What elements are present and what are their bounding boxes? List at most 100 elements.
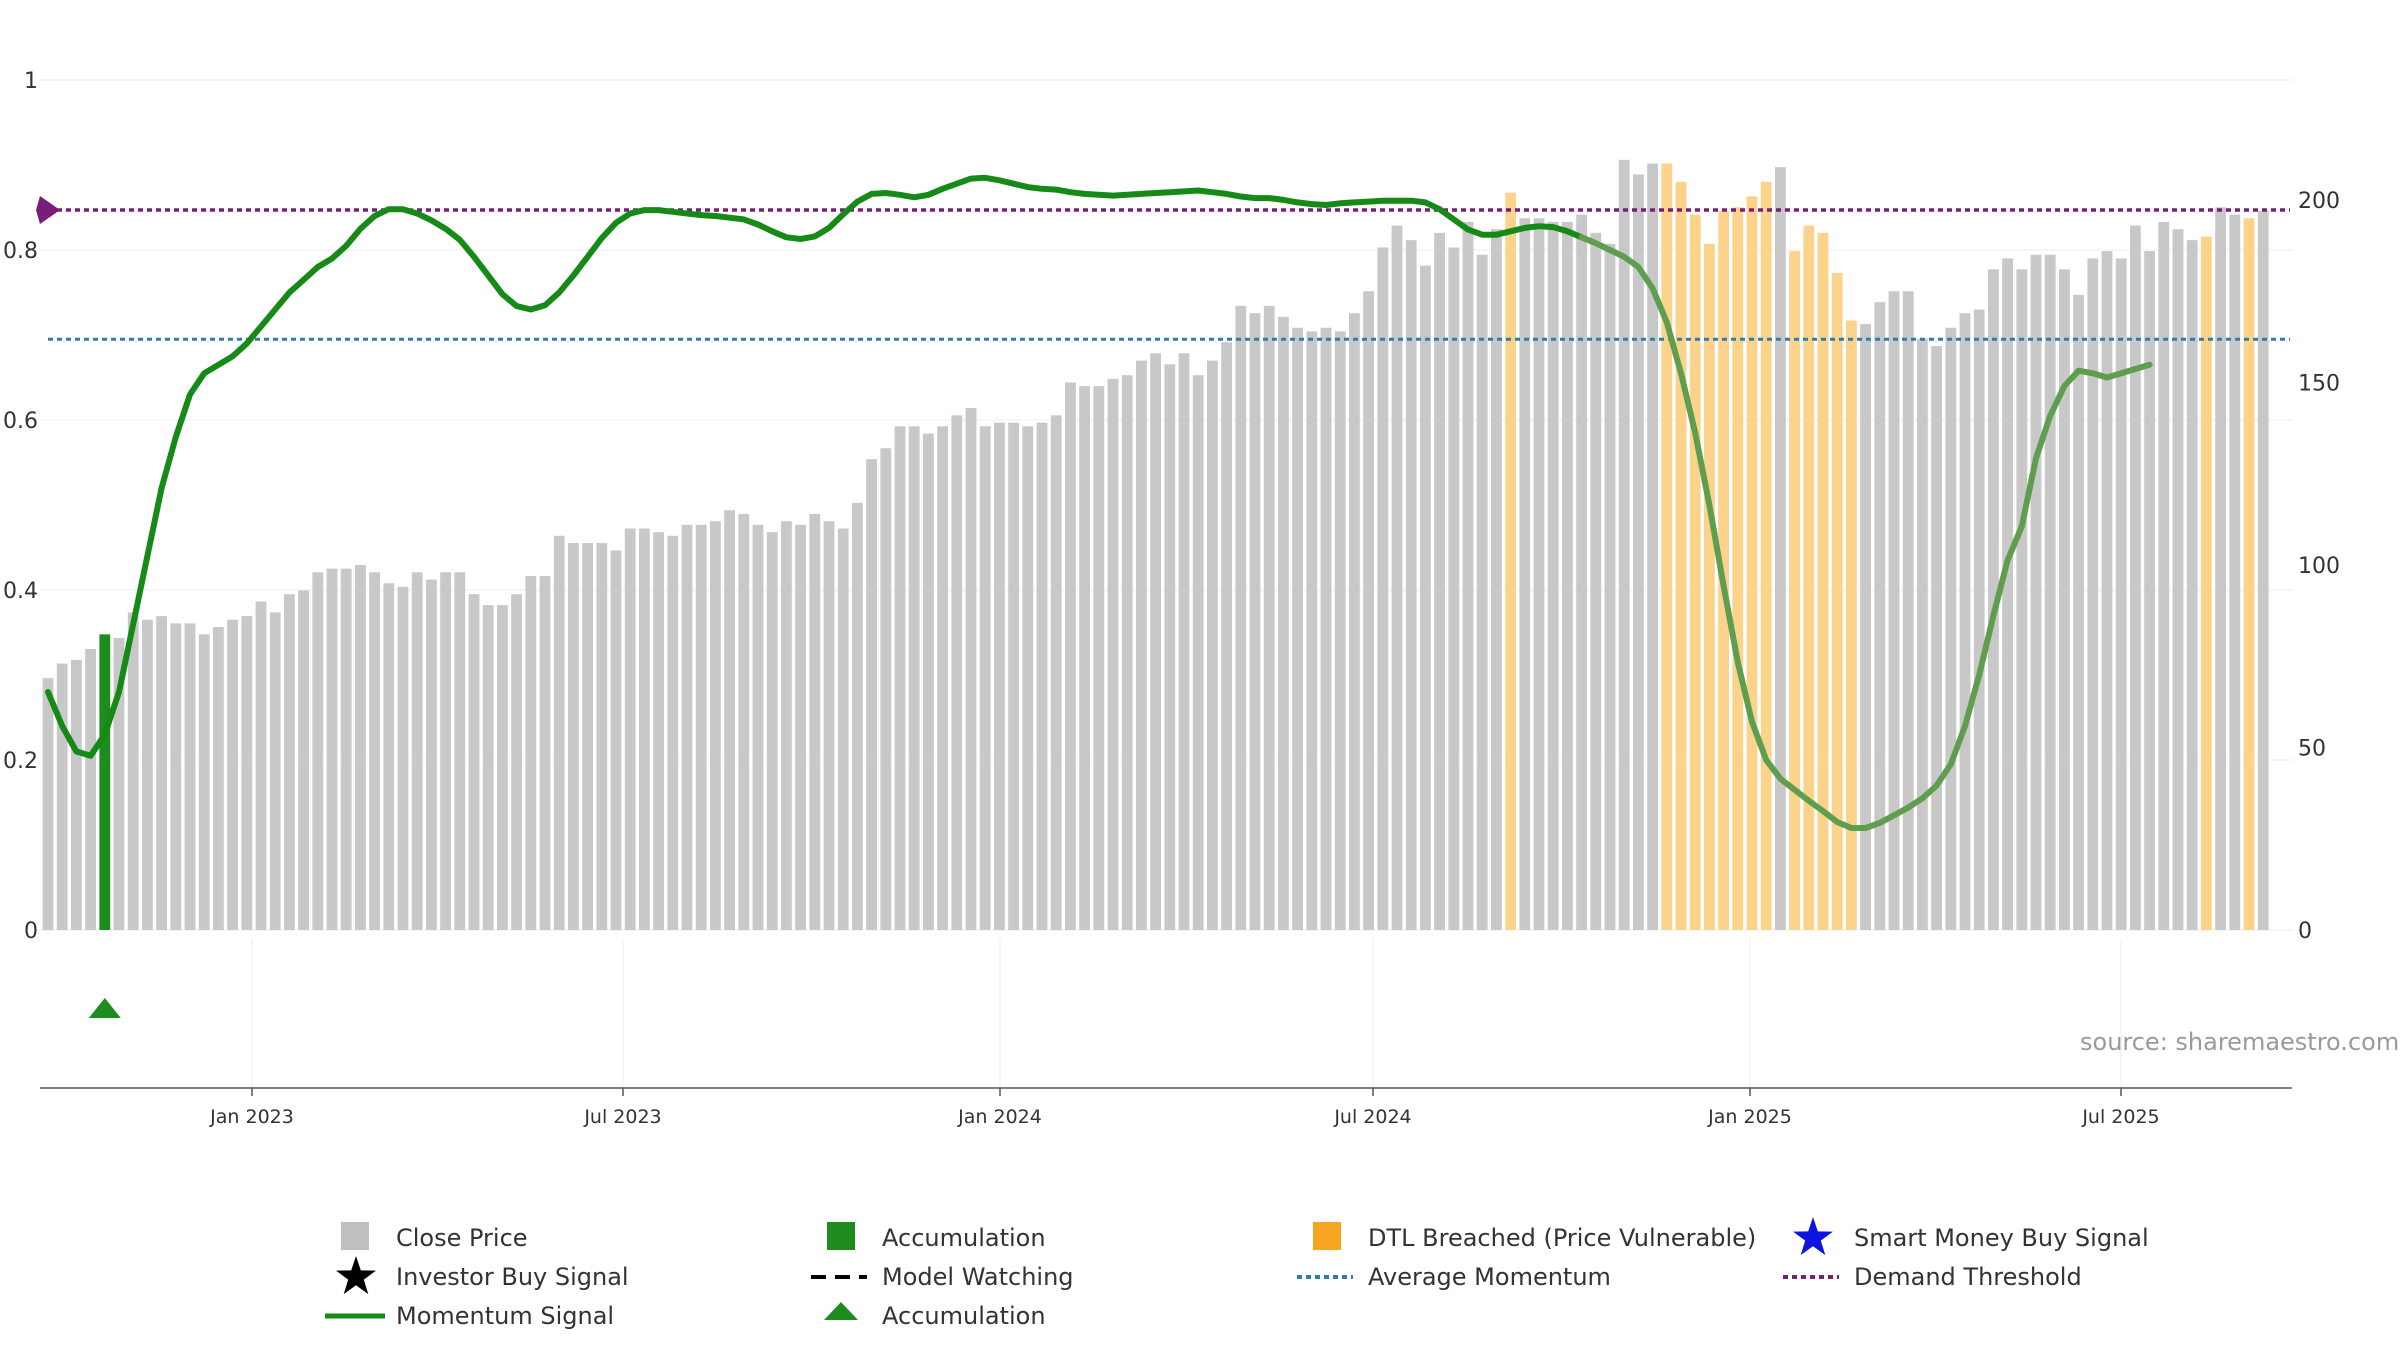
- price-bar: [866, 459, 877, 930]
- price-bar: [1860, 324, 1871, 931]
- price-bar: [1278, 316, 1289, 930]
- momentum-signal-line: [45, 174, 1585, 759]
- price-bar: [142, 619, 153, 930]
- price-bar: [426, 579, 437, 930]
- price-bar: [1107, 378, 1119, 931]
- dtl-breached-bar: [1675, 181, 1687, 930]
- y-tick-right: 150: [2298, 372, 2340, 397]
- price-bar: [1491, 229, 1502, 930]
- price-bar: [1036, 422, 1048, 930]
- dtl-breached-bar: [1505, 192, 1516, 930]
- price-bar: [2059, 269, 2070, 931]
- y-tick-left: 0: [24, 919, 38, 944]
- price-bar: [511, 594, 522, 930]
- price-bar: [1519, 218, 1531, 930]
- price-bar: [1079, 386, 1090, 930]
- x-tick-label: Jan 2024: [957, 1106, 1042, 1128]
- legend-label-dtl-breached: DTL Breached (Price Vulnerable): [1368, 1224, 1756, 1252]
- price-bar: [1405, 240, 1417, 930]
- price-bar: [1562, 221, 1573, 930]
- price-bar: [1917, 338, 1928, 930]
- price-bar: [894, 426, 906, 930]
- price-bar: [1902, 291, 1914, 930]
- legend: Close Price Accumulation DTL Breached (P…: [325, 1217, 2149, 1330]
- x-tick-label: Jan 2025: [1707, 1106, 1792, 1128]
- dtl-breached-bar: [1704, 243, 1715, 931]
- price-bar: [2215, 207, 2226, 931]
- price-bar: [1050, 415, 1062, 931]
- price-bar: [1292, 327, 1303, 930]
- price-bar: [1022, 426, 1034, 930]
- price-bar: [965, 408, 977, 930]
- price-bar: [482, 605, 494, 930]
- price-bar: [1263, 305, 1275, 931]
- price-bar: [1476, 254, 1488, 930]
- price-bar: [355, 565, 366, 930]
- price-bar: [2044, 254, 2056, 930]
- legend-triangle-icon: [824, 1302, 858, 1320]
- price-bar: [1959, 313, 1971, 930]
- price-bar: [624, 528, 636, 930]
- dtl-breached-bar: [1661, 163, 1673, 930]
- price-bar: [852, 502, 863, 930]
- momentum-signal-group: [45, 174, 2153, 831]
- price-bar: [184, 623, 196, 930]
- price-bar: [1235, 305, 1247, 931]
- y-tick-right: 100: [2298, 554, 2340, 579]
- price-bar: [2087, 258, 2099, 930]
- price-bar: [1136, 360, 1147, 931]
- price-bar: [1008, 422, 1019, 930]
- demand-threshold-marker-icon: [36, 196, 60, 225]
- price-bar: [255, 601, 267, 930]
- y-tick-right: 50: [2298, 737, 2326, 762]
- price-bar: [2158, 221, 2170, 930]
- price-bar: [298, 590, 309, 930]
- legend-label-average-momentum: Average Momentum: [1368, 1263, 1611, 1291]
- legend-swatch-close-price: [341, 1222, 369, 1250]
- price-bar: [1207, 360, 1218, 931]
- price-bar: [1121, 375, 1133, 930]
- legend-black-star-icon: [336, 1256, 376, 1295]
- price-bar: [2002, 258, 2013, 930]
- price-bar: [667, 535, 679, 930]
- price-bar: [42, 678, 54, 930]
- price-bar: [1065, 382, 1076, 930]
- price-bar: [539, 575, 551, 930]
- price-bar: [269, 612, 281, 930]
- price-bar: [1164, 364, 1176, 930]
- legend-label-accumulation: Accumulation: [882, 1224, 1046, 1252]
- price-bar: [1363, 291, 1374, 930]
- price-bar: [553, 535, 565, 930]
- price-bar: [525, 575, 537, 930]
- legend-label-momentum-signal: Momentum Signal: [396, 1302, 614, 1330]
- price-bar: [1093, 386, 1105, 930]
- price-bar: [2030, 254, 2042, 930]
- price-bar: [951, 415, 963, 931]
- price-bar: [1973, 309, 1985, 930]
- price-bar: [1178, 353, 1190, 930]
- price-bar: [1448, 247, 1460, 930]
- price-bar: [1945, 327, 1957, 930]
- y-tick-left: 1: [24, 69, 38, 94]
- price-bar: [1249, 313, 1261, 930]
- legend-blue-star-icon: [1793, 1217, 1833, 1256]
- price-bar: [1618, 159, 1630, 931]
- price-bar: [85, 648, 96, 930]
- price-bar: [596, 543, 608, 930]
- price-bar: [766, 532, 778, 930]
- price-bar: [1604, 243, 1616, 931]
- legend-label-accumulation-marker: Accumulation: [882, 1302, 1046, 1330]
- legend-swatch-accumulation: [827, 1222, 855, 1250]
- y-tick-right: 200: [2298, 189, 2340, 214]
- price-bar: [923, 433, 934, 930]
- price-bar: [170, 623, 182, 930]
- price-bar: [1633, 174, 1644, 930]
- price-bar: [1434, 232, 1445, 931]
- price-bar: [2172, 229, 2184, 930]
- price-bar: [908, 426, 920, 930]
- price-bar: [610, 550, 622, 930]
- price-bar: [71, 659, 82, 930]
- price-bar: [809, 513, 821, 930]
- price-bar: [113, 638, 125, 930]
- price-bar: [2257, 210, 2269, 930]
